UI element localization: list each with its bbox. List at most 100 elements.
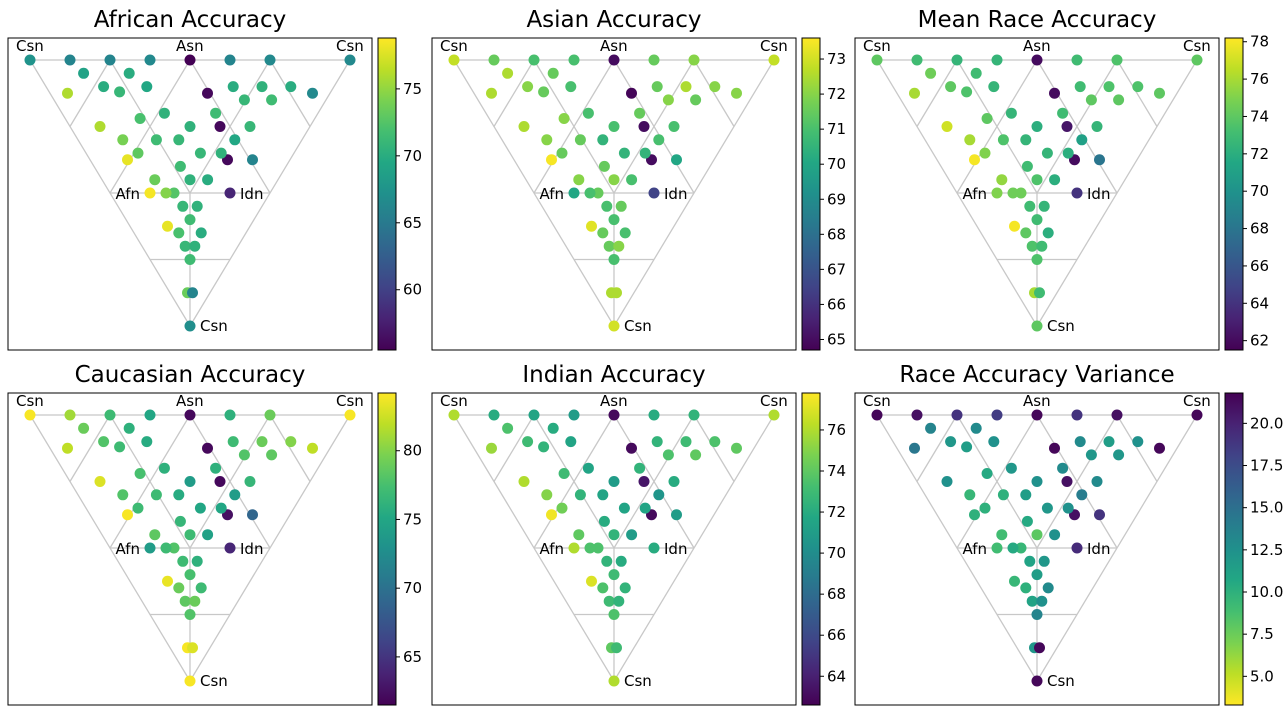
vertex-label-bottom: Csn — [624, 672, 652, 690]
data-point — [1094, 154, 1105, 166]
vertex-label-top-center: Asn — [1023, 392, 1051, 410]
data-point — [104, 54, 116, 66]
data-point — [174, 515, 186, 527]
data-point — [1009, 575, 1020, 587]
data-point — [160, 187, 172, 199]
data-point — [24, 54, 36, 66]
data-point — [104, 409, 116, 421]
data-point — [144, 409, 156, 421]
data-point — [214, 121, 226, 132]
data-point — [969, 509, 980, 521]
data-point — [134, 113, 146, 125]
vertex-label-top-right: Csn — [1183, 37, 1211, 55]
data-point — [174, 160, 186, 172]
data-point — [608, 121, 620, 132]
data-point — [144, 542, 156, 554]
data-point — [1020, 582, 1032, 594]
mean-race-accuracy-points — [871, 54, 1203, 332]
data-point — [601, 555, 613, 567]
data-point — [997, 489, 1009, 501]
data-point — [1061, 121, 1073, 132]
data-point — [344, 54, 356, 66]
data-point — [619, 227, 631, 239]
vertex-label-top-left: Csn — [440, 392, 468, 410]
data-point — [486, 442, 497, 454]
data-point — [215, 147, 227, 159]
data-point — [144, 187, 156, 199]
data-point — [592, 187, 604, 199]
data-point — [62, 442, 73, 454]
data-point — [1041, 147, 1053, 159]
data-point — [179, 240, 191, 252]
colorbar-tick-label: 70 — [1250, 182, 1269, 200]
data-point — [1111, 409, 1123, 421]
data-point — [184, 675, 196, 687]
data-point — [1031, 609, 1043, 620]
data-point — [224, 409, 236, 421]
data-point — [970, 422, 982, 434]
data-point — [1113, 449, 1125, 461]
data-point — [448, 54, 460, 66]
data-point — [1031, 409, 1043, 421]
data-point — [556, 502, 568, 514]
data-point — [964, 134, 976, 146]
data-point — [601, 200, 613, 212]
data-point — [546, 509, 557, 521]
data-point — [541, 489, 553, 501]
data-point — [1049, 87, 1060, 99]
data-point — [634, 107, 646, 119]
colorbar-tick-label: 68 — [1250, 220, 1269, 238]
data-point — [653, 489, 665, 501]
data-point — [653, 134, 665, 146]
data-point — [648, 542, 660, 554]
asian-accuracy-points — [448, 54, 780, 332]
data-point — [668, 121, 680, 132]
asian-accuracy-panel: Asian Accuracy Csn Asn Csn Afn Idn Csn 65 66 67 68… — [431, 7, 846, 351]
data-point — [611, 642, 622, 654]
colorbar-tick-label: 78 — [1250, 33, 1269, 51]
data-point — [1031, 121, 1043, 132]
data-point — [1007, 542, 1019, 554]
caucasian-accuracy-frame — [7, 392, 373, 706]
colorbar-tick-label: 72 — [827, 85, 846, 103]
mean-race-accuracy-title: Mean Race Accuracy — [918, 7, 1157, 33]
colorbar-tick-label: 7.5 — [1250, 625, 1274, 643]
data-point — [94, 121, 106, 132]
indian-accuracy-frame — [431, 392, 797, 706]
data-point — [224, 542, 236, 554]
colorbar-tick-label: 5.0 — [1250, 667, 1274, 685]
data-point — [662, 449, 674, 461]
colorbar-tick-label: 70 — [403, 579, 422, 597]
data-point — [1071, 54, 1083, 66]
data-point — [608, 254, 620, 265]
data-point — [584, 542, 596, 554]
data-point — [1005, 462, 1017, 474]
data-point — [565, 81, 577, 93]
data-point — [202, 529, 214, 541]
data-point — [1085, 449, 1097, 461]
asian-accuracy-frame — [431, 37, 797, 351]
data-point — [909, 87, 920, 99]
data-point — [768, 54, 780, 66]
data-point — [78, 422, 90, 434]
vertex-label-left: Afn — [539, 540, 564, 558]
data-point — [1031, 174, 1043, 186]
indian-accuracy-title: Indian Accuracy — [522, 362, 705, 388]
data-point — [608, 54, 620, 66]
data-point — [244, 476, 256, 487]
data-point — [1057, 462, 1069, 474]
african-accuracy-points — [24, 54, 356, 332]
data-point — [608, 675, 620, 687]
data-point — [615, 200, 627, 212]
colorbar-tick-label: 15.0 — [1250, 499, 1283, 517]
colorbar-tick-label: 73 — [827, 50, 846, 68]
vertex-label-top-left: Csn — [16, 392, 44, 410]
data-point — [1049, 442, 1060, 454]
data-point — [94, 476, 106, 487]
data-point — [608, 529, 620, 541]
data-point — [991, 187, 1003, 199]
data-point — [1038, 555, 1050, 567]
data-point — [122, 509, 133, 521]
data-point — [1031, 675, 1043, 687]
colorbar-tick-label: 65 — [403, 214, 422, 232]
